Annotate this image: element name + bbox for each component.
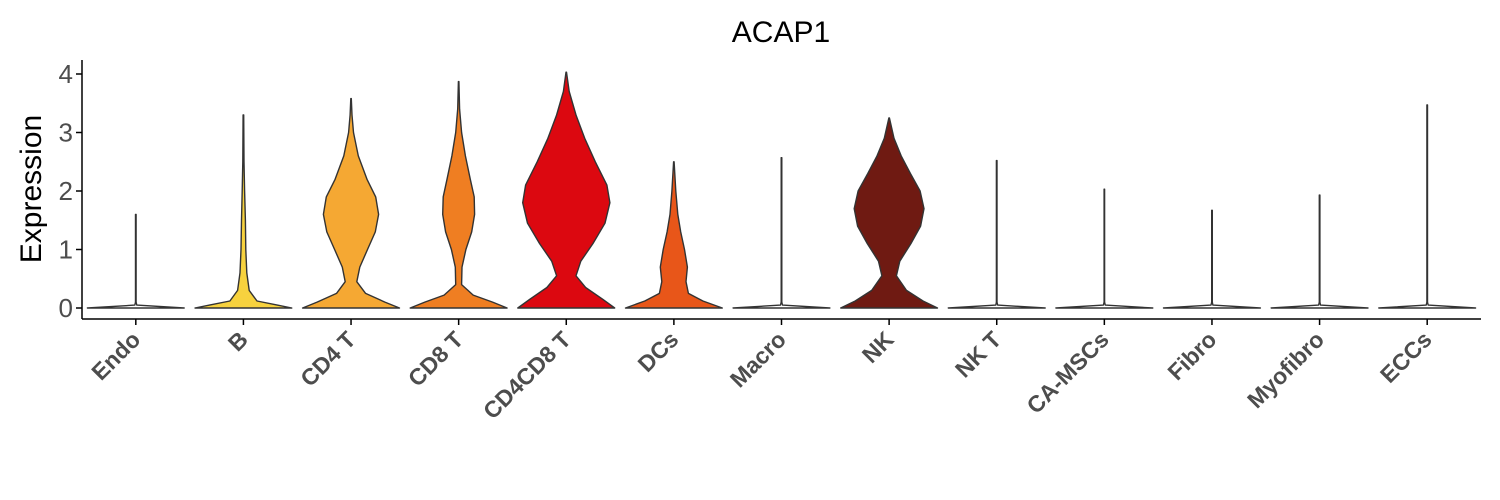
- x-tick-label: NK T: [950, 326, 1006, 382]
- violin-myofibro: [1270, 194, 1369, 309]
- violin-endo: [86, 213, 185, 309]
- y-axis-ticks: 0 1 2 3 4: [59, 59, 82, 323]
- violin-group: [86, 71, 1477, 309]
- x-tick-label: B: [223, 326, 253, 356]
- x-tick-label: DCs: [632, 326, 683, 377]
- y-tick-label: 2: [59, 176, 73, 206]
- x-tick-label: CD8 T: [403, 326, 468, 391]
- x-tick-label: Myofibro: [1242, 326, 1329, 413]
- violin-b: [194, 114, 293, 309]
- x-tick-label: ECCs: [1375, 326, 1437, 388]
- x-tick-label: NK: [857, 326, 899, 368]
- violin-fibro: [1162, 209, 1262, 309]
- x-tick-label: Fibro: [1162, 326, 1221, 385]
- y-tick-label: 3: [59, 118, 73, 148]
- y-tick-label: 1: [59, 235, 73, 265]
- violin-cd4-t: [301, 97, 401, 309]
- x-axis-ticks: Endo B CD4 T CD8 T CD4CD8 T DCs Macro NK NK T CA-…: [86, 319, 1437, 424]
- y-tick-label: 4: [59, 59, 73, 89]
- chart-title: ACAP1: [732, 16, 830, 49]
- x-tick-label: Endo: [86, 326, 145, 385]
- x-tick-label: Macro: [725, 326, 791, 392]
- x-tick-label: CD4 T: [295, 326, 360, 391]
- violin-dcs: [624, 161, 723, 309]
- y-tick-label: 0: [59, 293, 73, 323]
- violin-macro: [732, 157, 831, 309]
- y-axis-label: Expression: [15, 115, 48, 263]
- violin-nk: [840, 117, 939, 309]
- x-tick-label: CA-MSCs: [1021, 326, 1113, 418]
- violin-cd8-t: [409, 80, 508, 309]
- violin-cd4cd8-t: [517, 71, 616, 309]
- x-tick-label: CD4CD8 T: [478, 326, 576, 424]
- violin-ca-mscs: [1055, 188, 1154, 309]
- violin-eccs: [1378, 104, 1477, 309]
- violin-nk-t: [947, 159, 1046, 309]
